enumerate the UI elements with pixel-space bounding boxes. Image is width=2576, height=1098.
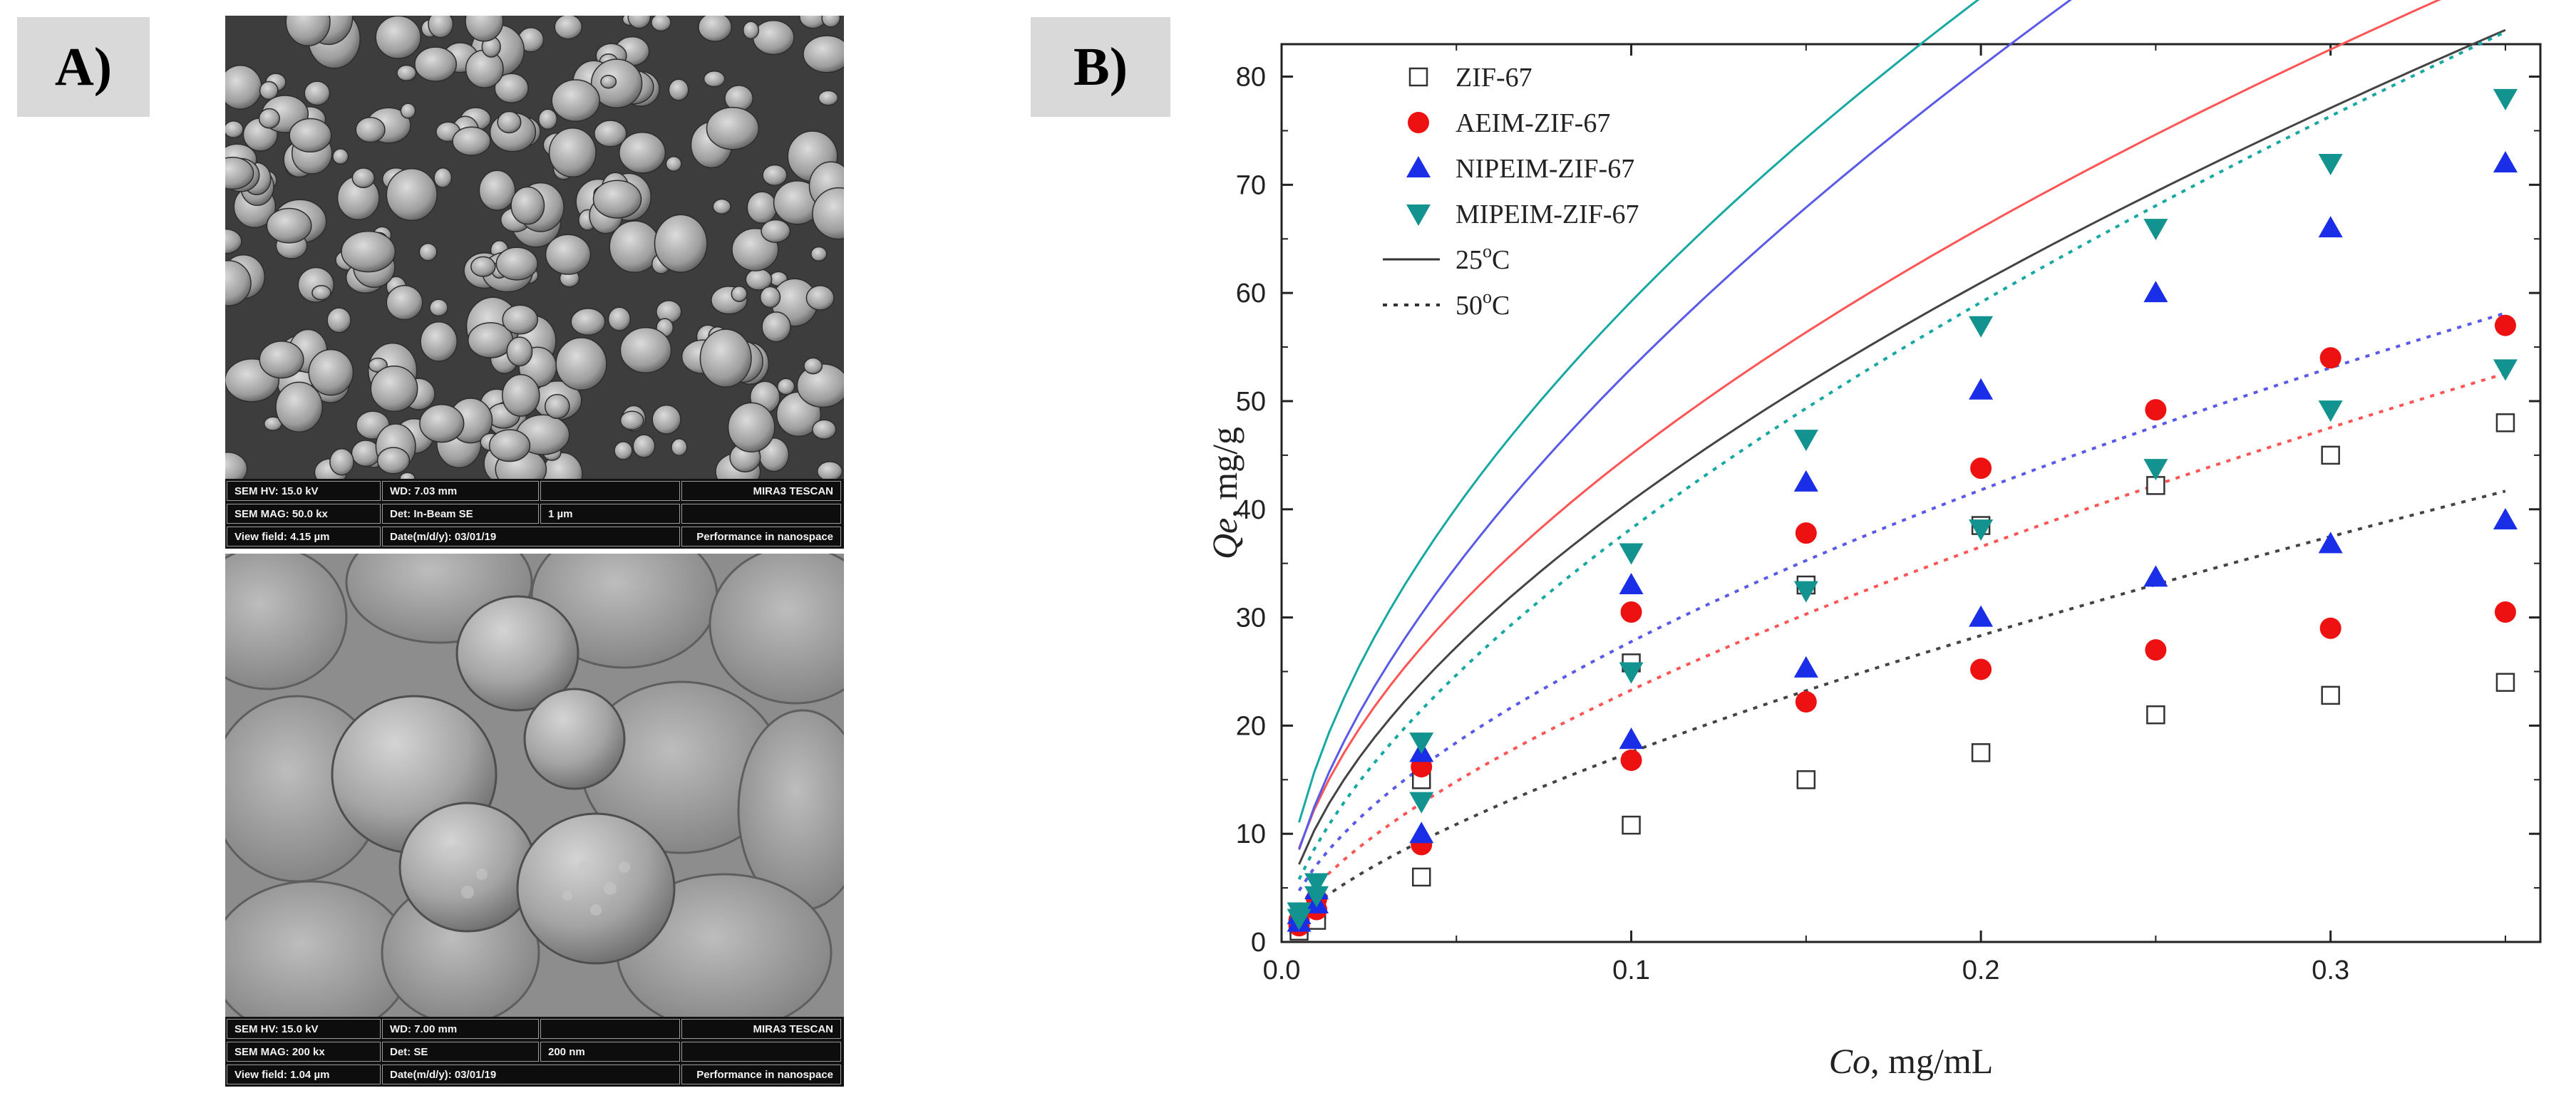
marker-triangle-down [1619,662,1644,683]
marker-circle [2145,639,2166,661]
legend-line-label: 50oC [1456,286,1510,321]
marker-circle [1621,750,1642,771]
y-tick-label: 0 [1251,928,1266,958]
fit-line-50c [1299,314,2505,891]
x-tick-label: 0.2 [1962,955,2000,985]
marker-triangle-up [1619,727,1644,749]
marker-triangle-down [1406,204,1431,226]
marker-circle [2320,618,2341,639]
x-axis-title: Co, mg/mL [1829,1041,1994,1081]
marker-triangle-down [1619,543,1644,564]
legend-line-label: 25oC [1456,241,1510,275]
marker-triangle-up [1794,656,1818,678]
x-tick-label: 0.0 [1263,955,1301,985]
marker-triangle-down [1409,732,1433,754]
marker-circle [1796,691,1817,713]
marker-square [2322,447,2339,464]
marker-circle [1621,601,1642,623]
marker-circle [2495,315,2516,336]
y-tick-label: 70 [1236,170,1266,200]
marker-circle [2320,347,2341,368]
legend-degree-sup: o [1483,286,1492,307]
x-tick-label: 0.1 [1612,955,1650,985]
marker-circle [1970,457,1992,479]
marker-triangle-up [2143,281,2168,302]
marker-square [1413,869,1430,886]
y-axis-title: Qe, mg/g [1205,427,1245,559]
legend-label: MIPEIM-ZIF-67 [1456,200,1639,229]
marker-triangle-up [1409,822,1433,843]
y-axis-title-unit: , mg/g [1205,427,1245,518]
y-tick-label: 50 [1236,387,1266,417]
legend-temp-value: 50 [1456,291,1483,321]
x-tick-label: 0.3 [2312,955,2349,985]
legend-temp-value: 25 [1456,245,1483,275]
marker-triangle-down [1409,792,1433,814]
marker-square [2497,674,2514,691]
legend: ZIF-67 AEIM-ZIF-67 NIPEIM-ZIF-67 MIPEIM-ZIF… [1383,63,1639,321]
marker-circle [1796,522,1817,544]
marker-triangle-down [2319,154,2343,175]
marker-triangle-down [1794,430,1818,451]
marker-triangle-down [2493,359,2518,380]
marker-square [1410,68,1427,86]
marker-circle [2145,399,2166,420]
marker-triangle-down [2493,89,2518,110]
marker-square [1798,771,1815,788]
legend-label: ZIF-67 [1456,63,1532,93]
y-tick-label: 60 [1236,279,1266,309]
marker-triangle-up [1619,573,1644,594]
legend-degree-sup: o [1483,241,1492,261]
x-axis-title-italic: Co [1829,1041,1870,1081]
marker-circle [2495,601,2516,623]
legend-label: AEIM-ZIF-67 [1456,108,1610,138]
marker-triangle-up [1969,606,1993,627]
marker-triangle-up [2319,216,2343,237]
marker-square [1623,817,1640,834]
y-tick-label: 10 [1236,819,1266,849]
marker-triangle-down [1969,316,1993,338]
marker-triangle-up [1969,378,1993,400]
marker-triangle-up [2493,151,2518,172]
y-tick-label: 80 [1236,63,1266,93]
isotherm-chart: 010203040506070800.0 0.1 0.2 0.3 ZIF-67AEIM… [0,0,2576,1098]
y-tick-label: 30 [1236,604,1266,633]
marker-square [1972,744,1989,761]
marker-triangle-up [1794,470,1818,492]
marker-square [2497,414,2514,431]
marker-triangle-up [2143,565,2168,586]
legend-temp-unit: C [1492,245,1510,275]
y-tick-label: 20 [1236,711,1266,741]
marker-circle [1970,658,1992,680]
y-axis-title-italic: Qe [1205,518,1245,559]
marker-triangle-up [1406,156,1431,177]
marker-square [2147,706,2164,723]
marker-triangle-down [2143,219,2168,240]
marker-square [2322,687,2339,704]
x-axis-title-unit: , mg/mL [1870,1041,1993,1081]
marker-triangle-down [2319,400,2343,422]
legend-label: NIPEIM-ZIF-67 [1456,154,1634,184]
legend-temp-unit: C [1492,291,1510,321]
marker-triangle-up [2493,508,2518,529]
marker-circle [1408,112,1429,133]
